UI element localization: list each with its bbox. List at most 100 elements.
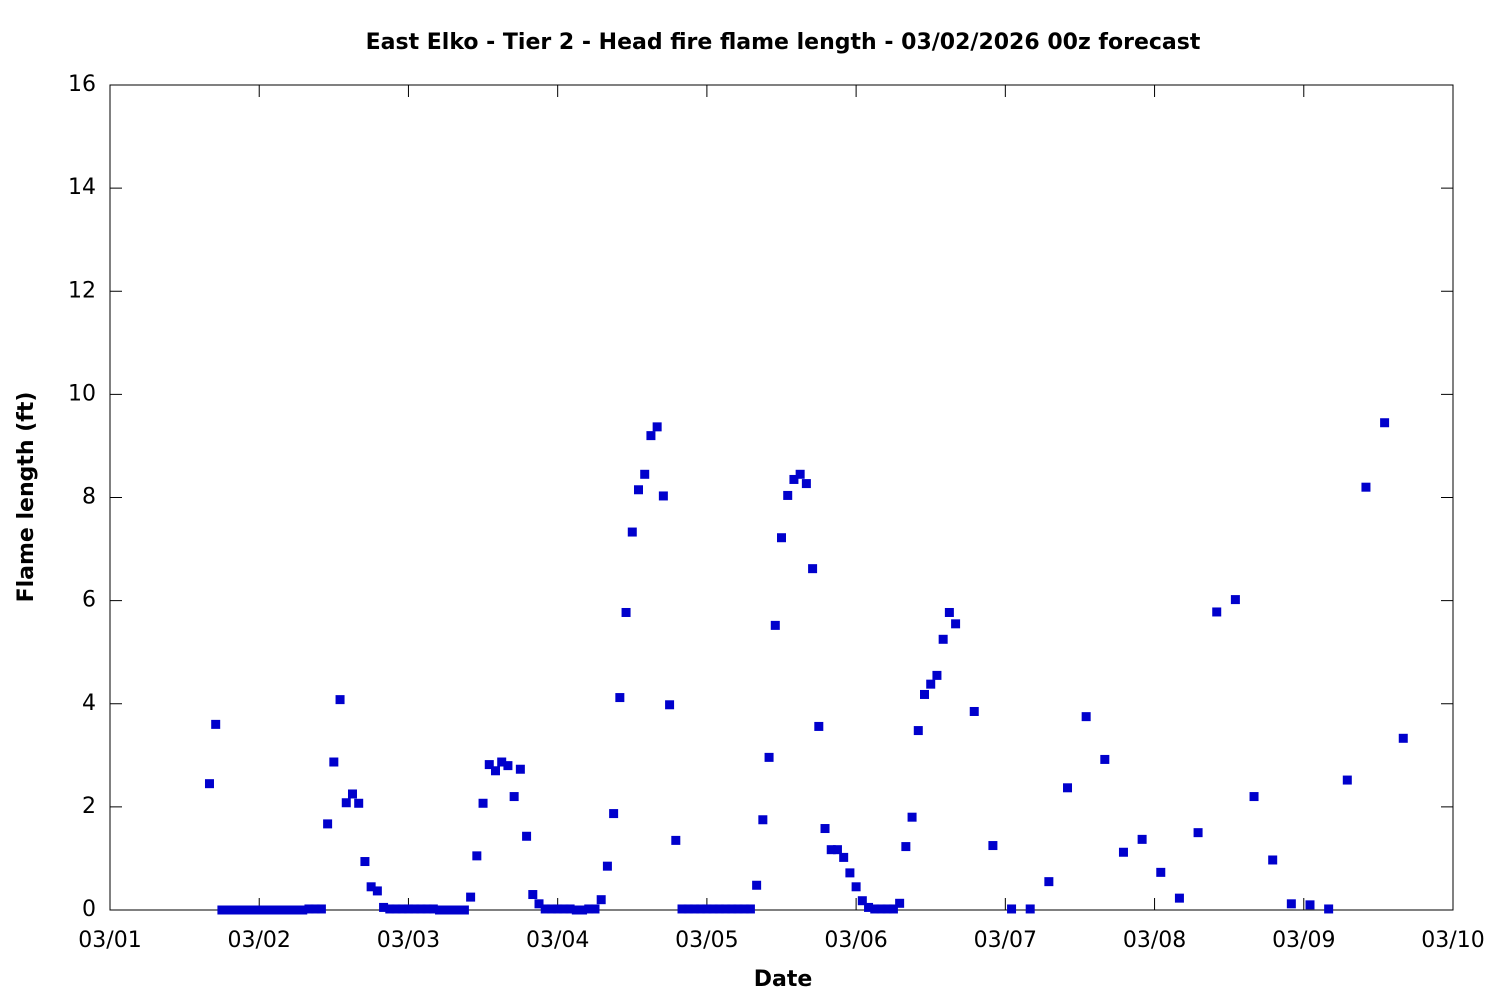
data-point <box>354 798 364 808</box>
data-point <box>944 607 954 617</box>
data-point <box>329 757 339 767</box>
data-point <box>571 905 581 915</box>
y-tick-label: 8 <box>82 485 96 510</box>
data-point <box>752 880 762 890</box>
data-point <box>534 899 544 909</box>
data-point <box>888 904 898 914</box>
data-point <box>1230 595 1240 605</box>
data-point <box>870 904 880 914</box>
data-point <box>416 904 426 914</box>
data-point <box>764 752 774 762</box>
chart-title: East Elko - Tier 2 - Head fire flame len… <box>366 30 1201 55</box>
data-point <box>658 491 668 501</box>
data-point <box>938 634 948 644</box>
data-point <box>689 904 699 914</box>
data-point <box>490 766 500 776</box>
data-point <box>1174 893 1184 903</box>
data-point <box>926 679 936 689</box>
data-point <box>665 700 675 710</box>
data-point <box>391 904 401 914</box>
data-point <box>907 812 917 822</box>
data-point <box>217 905 227 915</box>
data-point <box>727 904 737 914</box>
data-point <box>372 886 382 896</box>
data-point <box>236 905 246 915</box>
data-point <box>1305 900 1315 910</box>
data-point <box>783 490 793 500</box>
data-point <box>447 905 457 915</box>
data-point <box>857 896 867 906</box>
data-point <box>1137 834 1147 844</box>
data-point <box>565 904 575 914</box>
y-tick-label: 16 <box>68 72 96 97</box>
data-point <box>435 905 445 915</box>
data-point <box>540 904 550 914</box>
y-tick-label: 12 <box>68 278 96 303</box>
y-axis-label: Flame length (ft) <box>14 392 39 603</box>
data-point <box>646 431 656 441</box>
data-point <box>360 857 370 867</box>
data-point <box>553 904 563 914</box>
data-point <box>1118 847 1128 857</box>
x-tick-label: 03/06 <box>824 928 887 953</box>
data-point <box>683 904 693 914</box>
data-point <box>932 670 942 680</box>
data-point <box>509 792 519 802</box>
data-point <box>1398 733 1408 743</box>
data-point <box>403 904 413 914</box>
data-point <box>845 868 855 878</box>
data-point <box>254 905 264 915</box>
data-point <box>739 904 749 914</box>
data-point <box>714 904 724 914</box>
y-tick-label: 10 <box>68 381 96 406</box>
data-point <box>1156 867 1166 877</box>
data-point <box>951 619 961 629</box>
data-point <box>633 485 643 495</box>
data-point <box>615 693 625 703</box>
data-point <box>248 905 258 915</box>
y-tick-label: 4 <box>82 691 96 716</box>
data-point <box>733 904 743 914</box>
data-point <box>696 904 706 914</box>
data-point <box>895 898 905 908</box>
data-point <box>304 904 314 914</box>
data-point <box>292 905 302 915</box>
data-point <box>428 904 438 914</box>
data-point <box>652 422 662 432</box>
data-point <box>677 904 687 914</box>
data-point <box>497 757 507 767</box>
data-point <box>702 904 712 914</box>
data-point <box>1268 855 1278 865</box>
data-point <box>584 904 594 914</box>
data-point <box>503 761 513 771</box>
data-point <box>602 861 612 871</box>
data-point <box>801 479 811 489</box>
data-point <box>323 819 333 829</box>
data-point <box>385 904 395 914</box>
data-point <box>1025 904 1035 914</box>
data-point <box>397 904 407 914</box>
data-point <box>316 904 326 914</box>
data-point <box>472 851 482 861</box>
data-point <box>758 815 768 825</box>
data-point <box>609 809 619 819</box>
y-tick-label: 0 <box>82 897 96 922</box>
data-point <box>969 706 979 716</box>
data-point <box>298 905 308 915</box>
data-point <box>777 533 786 543</box>
data-point <box>1193 828 1203 838</box>
data-point <box>839 852 849 862</box>
data-point <box>441 905 451 915</box>
data-point <box>795 469 805 479</box>
data-point <box>285 905 295 915</box>
data-point <box>273 905 283 915</box>
data-point <box>1081 712 1091 722</box>
plot-border <box>109 84 1454 911</box>
data-point <box>882 904 892 914</box>
data-point <box>242 905 252 915</box>
x-tick-label: 03/01 <box>78 928 141 953</box>
data-point <box>596 895 606 905</box>
data-point <box>1286 899 1296 909</box>
data-point <box>1212 607 1222 617</box>
